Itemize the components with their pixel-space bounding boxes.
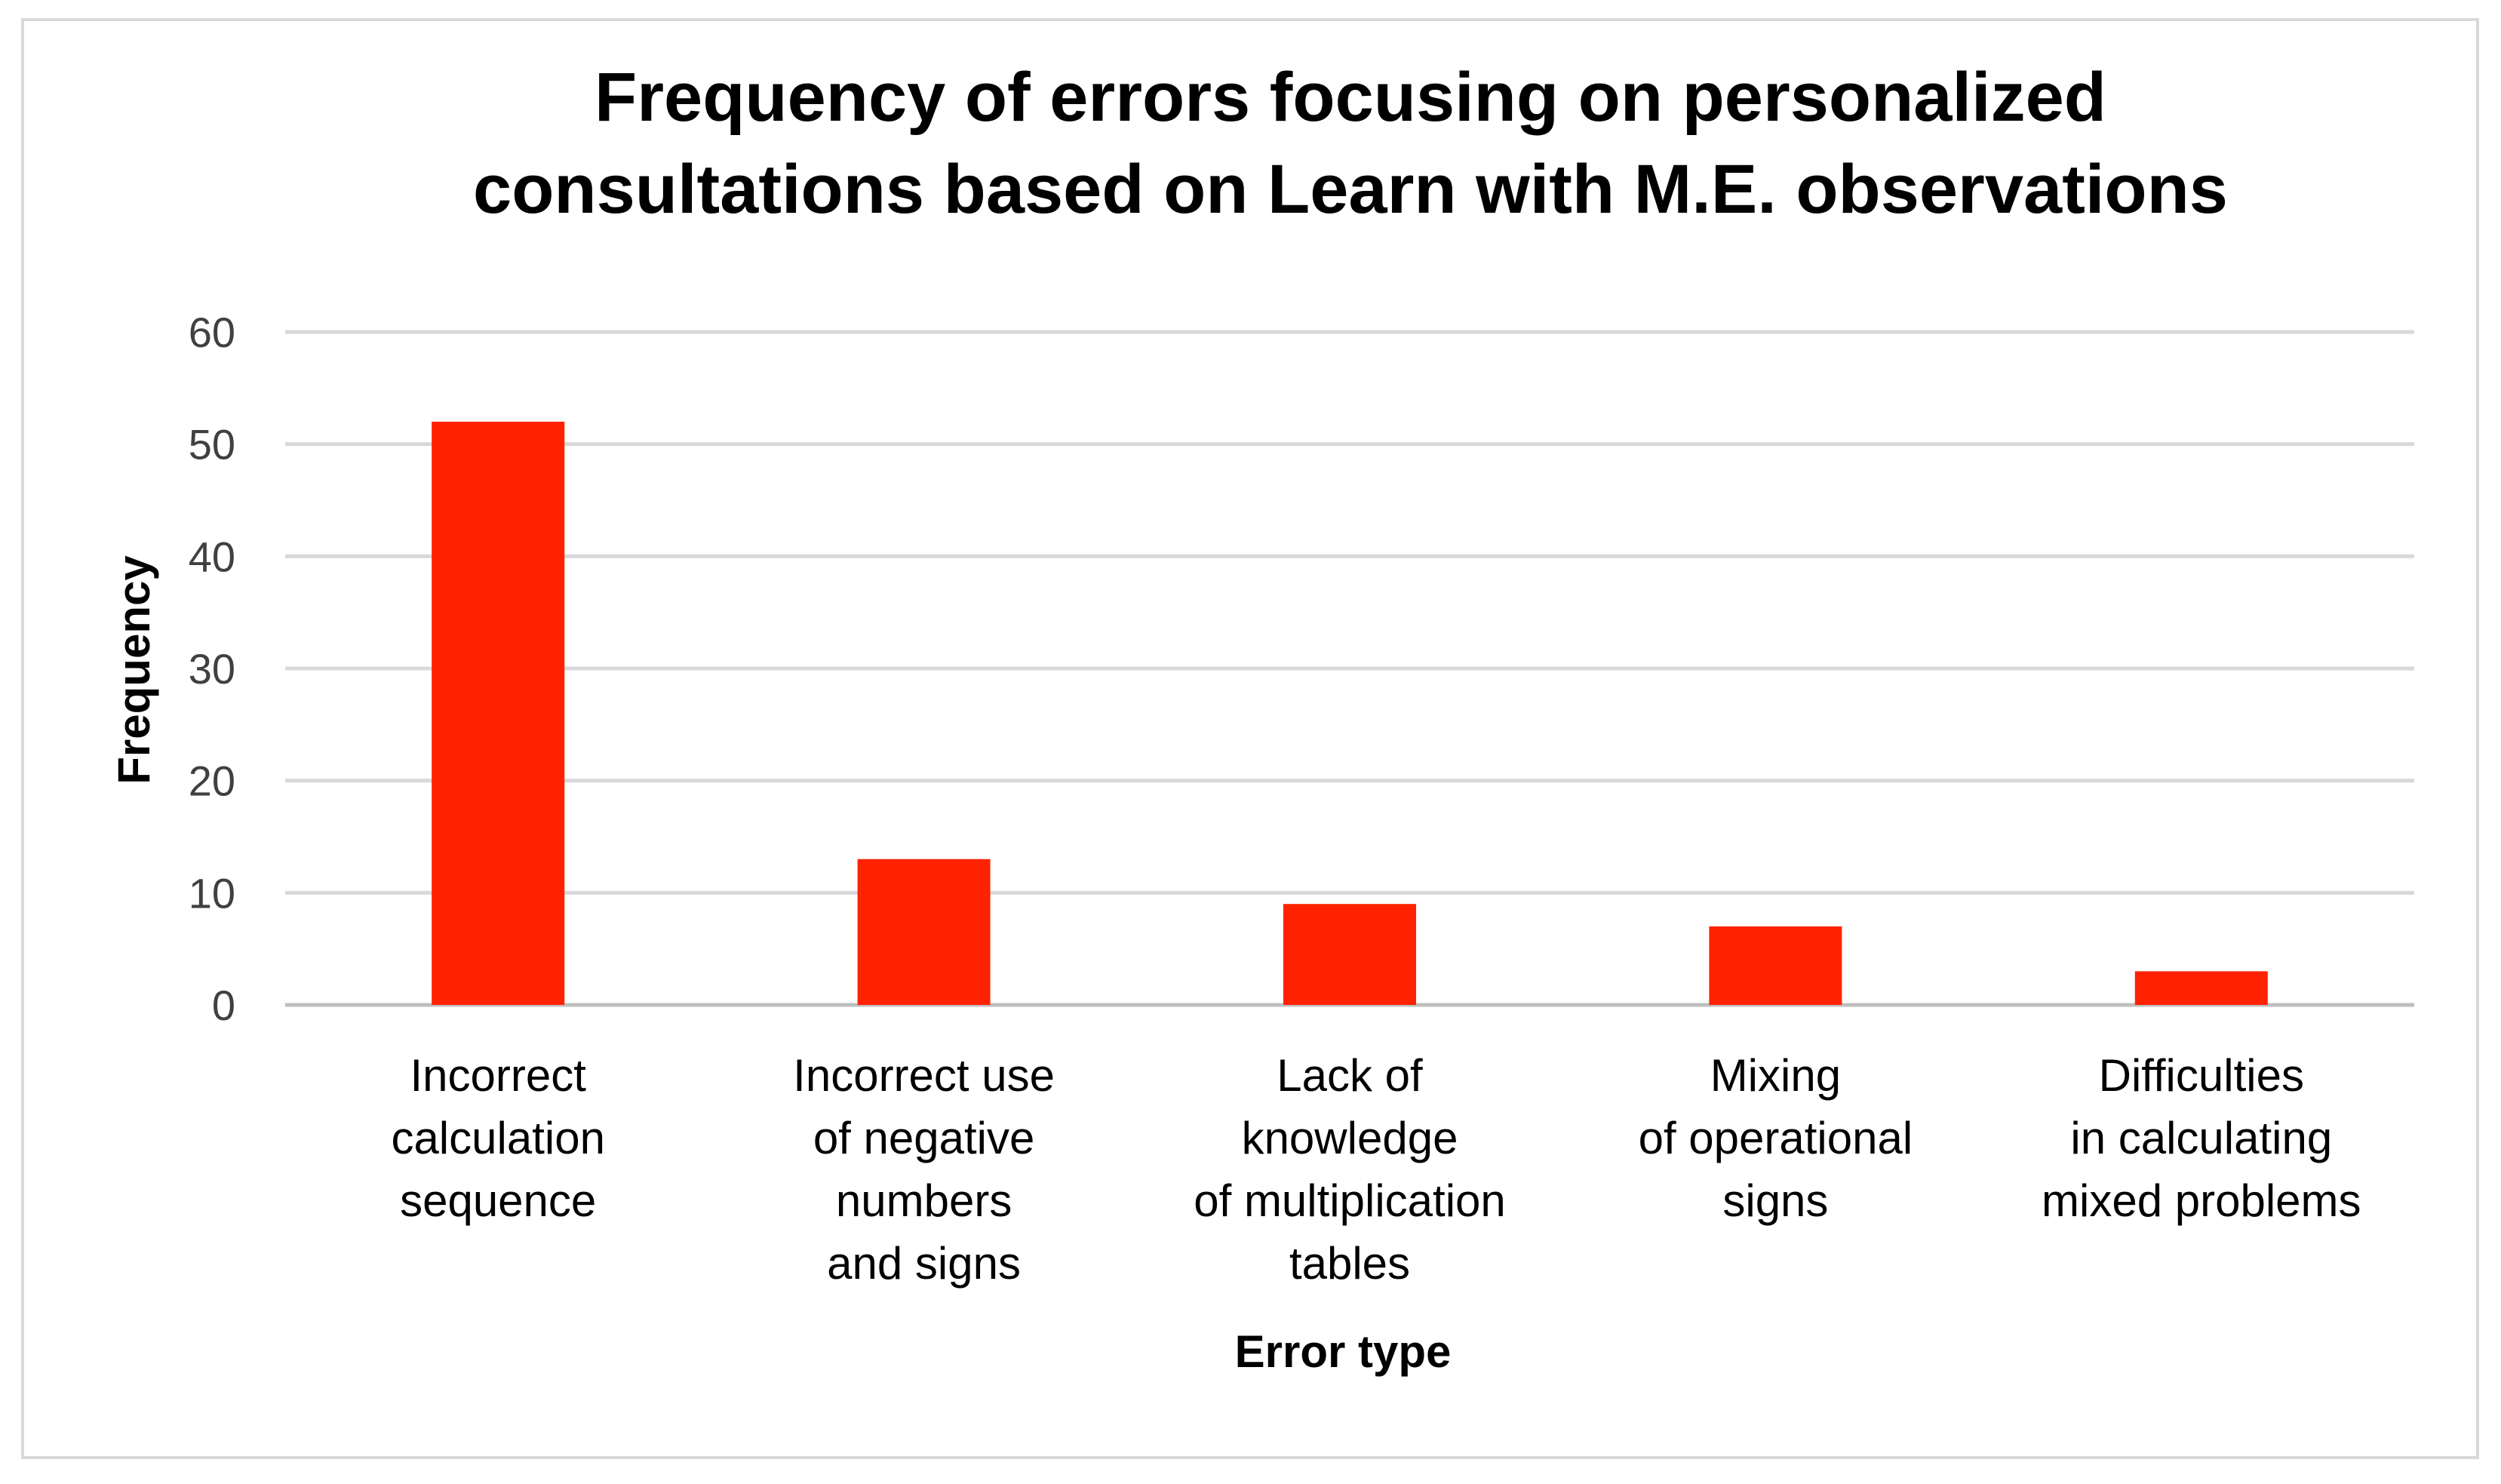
x-category-label-line: tables [1289,1238,1410,1289]
y-tick-label: 10 [189,869,235,917]
x-category-label-line: Incorrect use [793,1050,1055,1101]
chart-frame [21,18,2479,1459]
bar [857,859,991,1005]
x-category-label: Incorrect use of negative numbers and signs [793,1050,1055,1289]
y-axis-title: Frequency [109,555,159,785]
x-axis-category-labels: Incorrect calculation sequence Incorrect us… [391,1050,2361,1289]
x-category-label: Difficulties in calculating mixed problems [2042,1050,2361,1226]
chart-title: Frequency of errors focusing on personal… [473,59,2228,228]
bar [2134,971,2268,1005]
x-axis-title: Error type [1235,1326,1452,1377]
x-category-label-line: of multiplication [1194,1175,1506,1226]
y-tick-label: 50 [189,421,235,469]
x-category-label-line: and signs [827,1238,1021,1289]
bars [432,421,2268,1005]
x-category-label-line: signs [1722,1175,1828,1226]
y-tick-label: 20 [189,757,235,805]
x-category-label: Mixing of operational signs [1639,1050,1913,1226]
y-tick-label: 40 [189,533,235,580]
y-tick-label: 30 [189,645,235,693]
bar [1709,926,1842,1005]
y-axis-tick-labels: 0 10 20 30 40 50 60 [189,309,235,1029]
x-category-label-line: Mixing [1710,1050,1841,1101]
gridlines [285,330,2414,1007]
x-category-label: Incorrect calculation sequence [391,1050,605,1226]
x-category-label-line: Lack of [1277,1050,1423,1101]
x-category-label-line: of operational [1639,1113,1913,1163]
x-category-label-line: sequence [400,1175,596,1226]
x-category-label-line: knowledge [1242,1113,1458,1163]
x-category-label-line: in calculating [2070,1113,2332,1163]
x-category-label-line: Difficulties [2099,1050,2304,1101]
bar [1283,904,1416,1005]
x-category-label-line: Incorrect [410,1050,586,1101]
x-category-label-line: calculation [391,1113,605,1163]
y-tick-label: 0 [212,982,235,1029]
y-tick-label: 60 [189,309,235,356]
x-category-label-line: numbers [836,1175,1012,1226]
chart-title-line-2: consultations based on Learn with M.E. o… [473,151,2228,228]
x-category-label-line: mixed problems [2042,1175,2361,1226]
chart-title-line-1: Frequency of errors focusing on personal… [595,59,2106,136]
x-category-label-line: of negative [813,1113,1035,1163]
x-category-label: Lack of knowledge of multiplication tables [1194,1050,1506,1289]
bar [432,421,565,1005]
